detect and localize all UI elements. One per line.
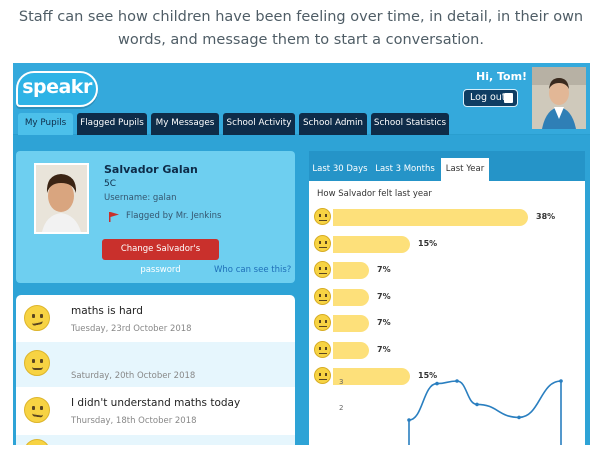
logout-icon [504, 93, 513, 103]
bar-value-label: 7% [377, 318, 391, 327]
worried-emoji-icon [24, 305, 50, 331]
mood-feed: maths is hard Tuesday, 23rd October 2018… [16, 295, 295, 445]
mood-point [559, 379, 563, 383]
bar-value-label: 7% [377, 344, 391, 354]
pupil-username: Username: galan [104, 193, 177, 203]
speakr-logo[interactable]: speakr [16, 71, 98, 107]
mood-line-chart: 32 [339, 378, 563, 445]
sad-emoji-icon [314, 261, 331, 278]
pupil-photo [34, 163, 89, 234]
greeting: Hi, Tom! [476, 70, 528, 83]
list-item[interactable]: I didn't understand maths today Thursday… [16, 388, 295, 434]
emoji-icon [24, 439, 50, 445]
happy-emoji-icon [24, 350, 50, 376]
bar-confused [333, 368, 410, 385]
logout-label: Log out [470, 92, 506, 103]
happy-emoji-icon [314, 208, 331, 225]
period-tabs: Last 30 Days Last 3 Months Last Year [309, 151, 585, 181]
entry-date: Saturday, 20th October 2018 [71, 371, 196, 381]
pupil-class: 5C [104, 179, 117, 189]
app-header: speakr Hi, Tom! Log out [13, 63, 590, 134]
bar-row-sad: 7% [309, 261, 585, 281]
entry-date: Tuesday, 23rd October 2018 [71, 324, 192, 334]
pupil-profile-card: Salvador Galan 5C Username: galan Flagge… [16, 151, 295, 283]
bar-silly [333, 315, 369, 332]
tab-last-30-days[interactable]: Last 30 Days [312, 164, 368, 174]
flag-icon [109, 212, 119, 222]
bar-value-label: 7% [377, 291, 391, 301]
bar-row-calm: 15% [309, 234, 585, 255]
bar-calm [333, 235, 410, 253]
entry-text: I didn't understand maths today [71, 397, 241, 409]
bar-value-label: 15% [418, 371, 438, 380]
list-item[interactable]: maths is hard Tuesday, 23rd October 2018 [16, 295, 295, 341]
bar-sad [333, 262, 369, 279]
y-tick-label: 2 [339, 404, 343, 412]
bar-value-label: 38% [536, 212, 556, 221]
bar-worried [333, 341, 369, 359]
bar-angry [333, 288, 369, 306]
logo-text: speakr [22, 76, 92, 98]
bar-row-worried: 7% [309, 340, 585, 361]
tab-my-pupils[interactable]: My Pupils [18, 113, 73, 135]
who-can-see-link[interactable]: Who can see this? [214, 265, 292, 275]
mood-point [517, 415, 521, 420]
mood-point [407, 418, 411, 422]
tab-school-admin[interactable]: School Admin [299, 113, 367, 135]
tab-last-year[interactable]: Last Year [441, 158, 489, 181]
mood-point [475, 402, 479, 407]
bar-row-angry: 7% [309, 287, 585, 308]
change-password-button[interactable]: Change Salvador's password [102, 239, 219, 275]
bar-row-confused: 15% [309, 367, 585, 387]
user-avatar[interactable] [532, 67, 586, 129]
list-item[interactable] [16, 435, 295, 445]
bar-happy [333, 209, 528, 226]
flagged-by-label: Flagged by Mr. Jenkins [126, 211, 222, 221]
confused-emoji-icon [24, 397, 50, 423]
tab-school-statistics[interactable]: School Statistics [371, 113, 449, 135]
tab-last-3-months[interactable]: Last 3 Months [375, 164, 435, 174]
entry-text: maths is hard [71, 305, 143, 317]
tab-flagged-pupils[interactable]: Flagged Pupils [77, 113, 147, 135]
silly-emoji-icon [314, 314, 331, 331]
angry-emoji-icon [314, 287, 331, 305]
mood-series-line [408, 380, 562, 445]
mood-statistics-panel: Last 30 Days Last 3 Months Last Year How… [309, 151, 585, 445]
caption: Staff can see how children have been fee… [18, 9, 584, 48]
confused-emoji-icon [314, 367, 331, 384]
mood-point [455, 379, 459, 383]
worried-emoji-icon [314, 340, 331, 358]
mood-point [435, 381, 439, 386]
chart-title: How Salvador felt last year [317, 189, 432, 199]
bar-row-happy: 38% [309, 208, 585, 228]
entry-date: Thursday, 18th October 2018 [71, 416, 197, 426]
bar-row-silly: 7% [309, 314, 585, 334]
calm-emoji-icon [314, 234, 331, 252]
y-tick-label: 3 [339, 378, 343, 386]
bar-value-label: 7% [377, 265, 391, 274]
logout-button[interactable]: Log out [463, 89, 518, 107]
list-item[interactable]: Saturday, 20th October 2018 [16, 342, 295, 387]
bar-value-label: 15% [418, 238, 438, 248]
pupil-name: Salvador Galan [104, 163, 198, 176]
tab-school-activity[interactable]: School Activity [223, 113, 295, 135]
tab-my-messages[interactable]: My Messages [151, 113, 219, 135]
speakr-app: speakr Hi, Tom! Log out My Pupils Flagge… [13, 63, 590, 445]
